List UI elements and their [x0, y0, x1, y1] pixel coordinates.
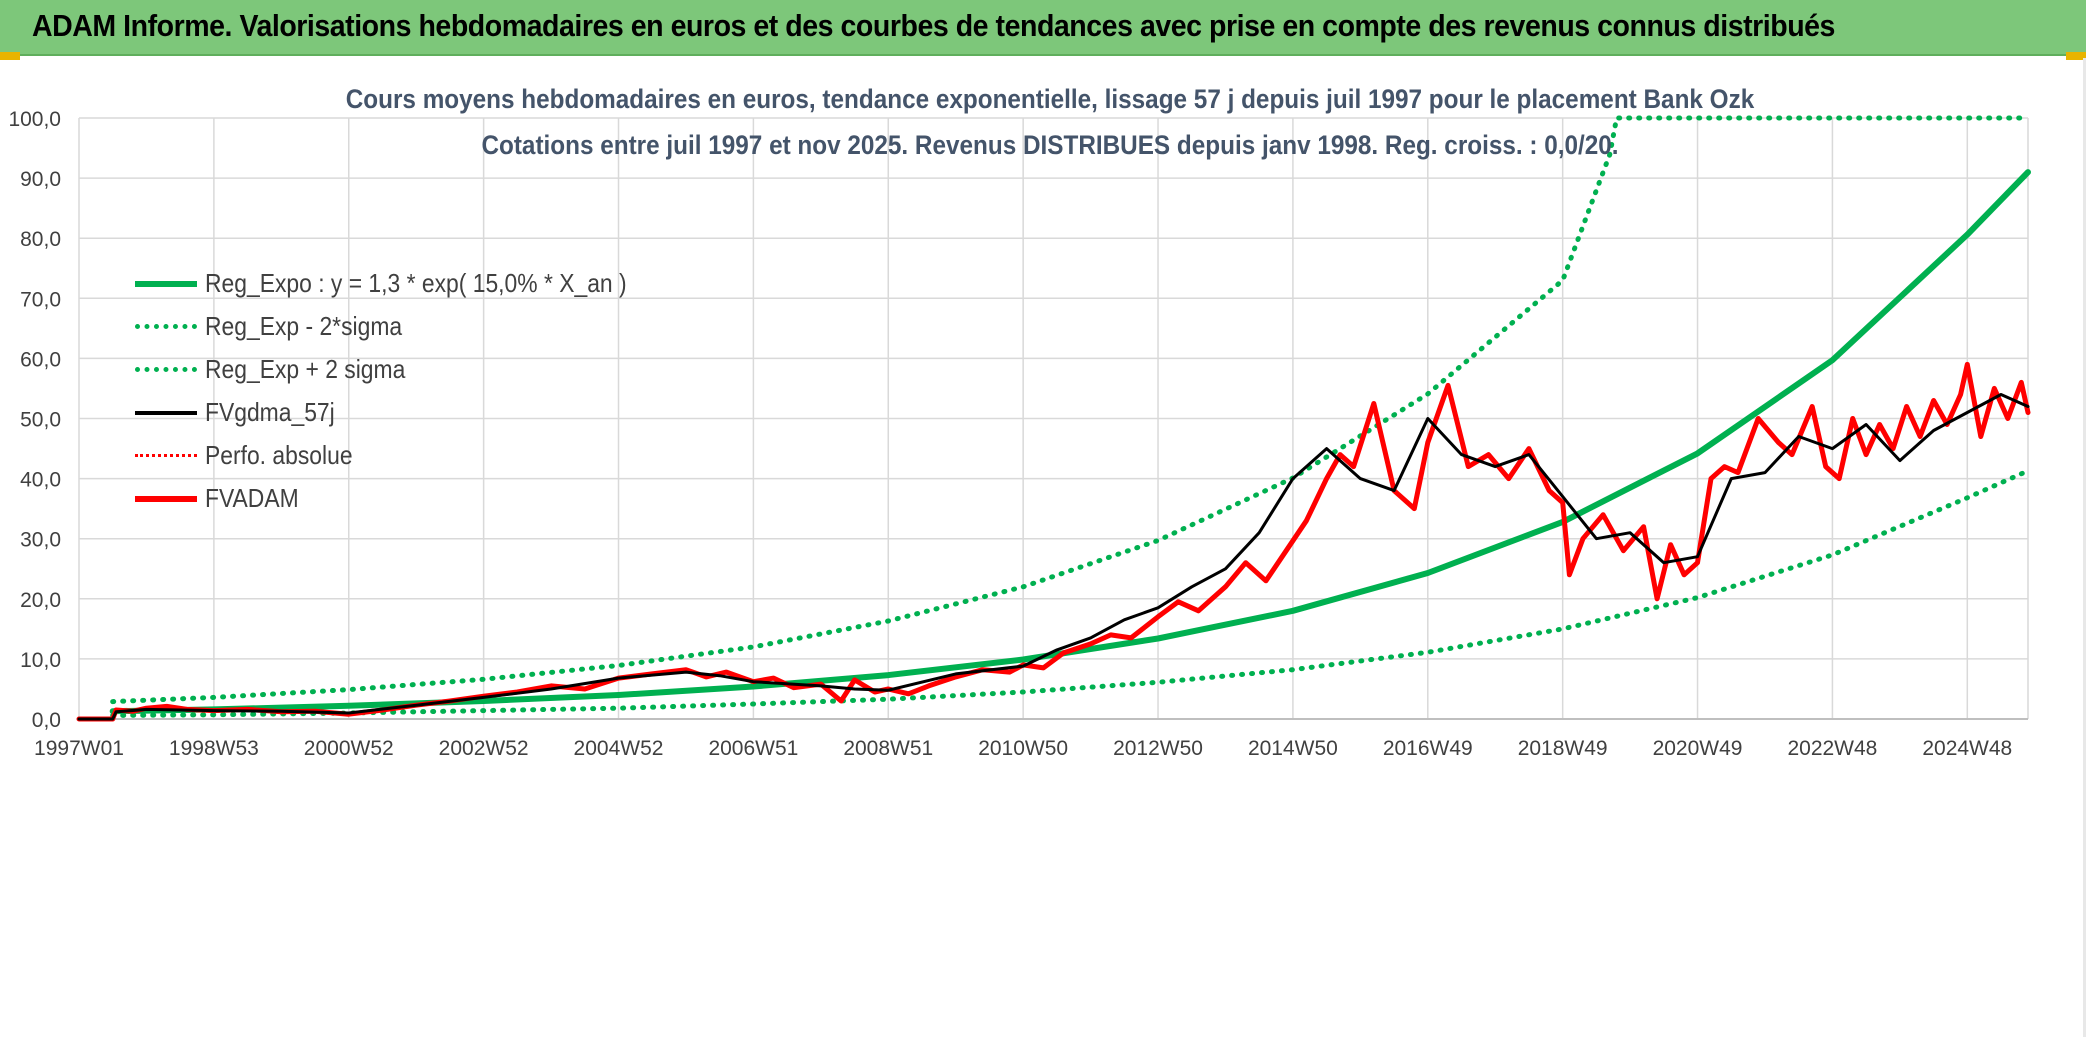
y-tick-label: 20,0	[20, 589, 61, 612]
x-tick-label: 2020W49	[1653, 737, 1743, 760]
x-axis-ticks: 1997W01 1998W53 2000W52 2002W52 2004W52 2006W…	[34, 737, 2012, 760]
y-tick-label: 80,0	[20, 228, 61, 251]
legend-label-fvadam: FVADAM	[205, 483, 299, 513]
y-tick-label: 70,0	[20, 288, 61, 311]
chart-area: 0,0 10,0 20,0 30,0 40,0 50,0 60,0 70,0 80,0 90,0 1…	[0, 58, 2086, 1037]
y-tick-label: 0,0	[32, 709, 61, 732]
legend-swatch-reg-exp-minus	[135, 324, 197, 329]
y-tick-label: 40,0	[20, 469, 61, 492]
y-tick-label: 50,0	[20, 409, 61, 432]
x-tick-label: 2002W52	[439, 737, 529, 760]
legend-label-reg-exp-plus: Reg_Exp + 2 sigma	[205, 354, 406, 384]
x-tick-label: 2016W49	[1383, 737, 1473, 760]
y-tick-label: 90,0	[20, 168, 61, 191]
legend-label-fvgdma: FVgdma_57j	[205, 397, 335, 427]
header-corner-left	[0, 52, 20, 60]
chart-series	[76, 115, 2031, 722]
legend-swatch-perfo	[135, 454, 197, 457]
header-corner-right	[2066, 52, 2086, 60]
legend-swatch-reg-expo	[135, 280, 197, 287]
report-title: ADAM Informe. Valorisations hebdomadaire…	[32, 8, 1835, 43]
y-tick-label: 100,0	[8, 108, 61, 131]
x-tick-label: 2022W48	[1787, 737, 1877, 760]
series-reg-exp-plus-2sigma	[110, 115, 2031, 705]
y-tick-label: 30,0	[20, 529, 61, 552]
legend-swatch-fvgdma	[135, 410, 197, 415]
x-tick-label: 2008W51	[843, 737, 933, 760]
legend-item-fvadam: FVADAM	[135, 477, 684, 520]
legend-item-reg-exp-plus: Reg_Exp + 2 sigma	[135, 348, 684, 391]
report-header: ADAM Informe. Valorisations hebdomadaire…	[0, 0, 2086, 60]
y-axis-ticks: 0,0 10,0 20,0 30,0 40,0 50,0 60,0 70,0 80,0 90,0 1…	[8, 108, 61, 732]
y-tick-label: 60,0	[20, 348, 61, 371]
x-tick-label: 2024W48	[1922, 737, 2012, 760]
legend-item-reg-exp-minus: Reg_Exp - 2*sigma	[135, 305, 684, 348]
series-reg-exp-minus-2sigma	[110, 468, 2031, 718]
legend-swatch-reg-exp-plus	[135, 367, 197, 372]
chart-svg: 0,0 10,0 20,0 30,0 40,0 50,0 60,0 70,0 80,0 90,0 1…	[8, 108, 2031, 760]
legend-item-fvgdma: FVgdma_57j	[135, 391, 684, 434]
x-tick-label: 1997W01	[34, 737, 124, 760]
x-tick-label: 2018W49	[1518, 737, 1608, 760]
chart-title-line-1: Cours moyens hebdomadaires en euros, ten…	[345, 84, 1755, 114]
x-tick-label: 2004W52	[574, 737, 664, 760]
x-tick-label: 2000W52	[304, 737, 394, 760]
legend-item-perfo: Perfo. absolue	[135, 434, 684, 477]
x-tick-label: 2014W50	[1248, 737, 1338, 760]
series-fvgdma-57j	[77, 393, 2030, 721]
chart-title-line-2: Cotations entre juil 1997 et nov 2025. R…	[481, 130, 1619, 160]
x-tick-label: 2010W50	[978, 737, 1068, 760]
legend-label-reg-exp-minus: Reg_Exp - 2*sigma	[205, 311, 403, 341]
legend-label-reg-expo: Reg_Expo : y = 1,3 * exp( 15,0% * X_an )	[205, 268, 627, 298]
chart-grid	[78, 117, 2029, 720]
legend-label-perfo: Perfo. absolue	[205, 440, 353, 470]
x-tick-label: 2012W50	[1113, 737, 1203, 760]
x-tick-label: 2006W51	[708, 737, 798, 760]
chart-legend: Reg_Expo : y = 1,3 * exp( 15,0% * X_an )…	[135, 262, 684, 520]
legend-item-reg-expo: Reg_Expo : y = 1,3 * exp( 15,0% * X_an )	[135, 262, 684, 305]
y-tick-label: 10,0	[20, 649, 61, 672]
legend-swatch-fvadam	[135, 495, 197, 502]
x-tick-label: 1998W53	[169, 737, 259, 760]
